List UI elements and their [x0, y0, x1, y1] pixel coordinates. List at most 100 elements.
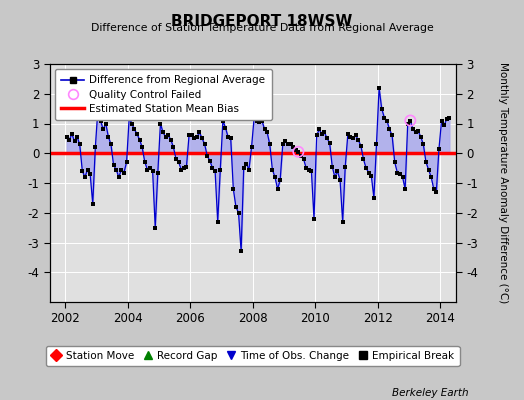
Point: [115, 174, 123, 180]
Point: [125, 114, 134, 121]
Point: [201, 141, 209, 148]
Point: [81, 174, 89, 180]
Point: [62, 134, 71, 140]
Point: [318, 131, 326, 137]
Point: [266, 141, 274, 148]
Point: [304, 166, 313, 173]
Point: [242, 160, 250, 167]
Point: [388, 132, 396, 138]
Point: [403, 120, 412, 127]
Point: [224, 134, 232, 140]
Point: [182, 164, 191, 170]
Point: [302, 165, 310, 171]
Point: [213, 218, 222, 225]
Point: [229, 186, 237, 192]
Point: [107, 141, 115, 148]
Point: [133, 131, 141, 137]
Point: [99, 126, 107, 133]
Point: [424, 166, 433, 173]
Point: [94, 106, 102, 112]
Point: [226, 135, 235, 142]
Point: [362, 165, 370, 171]
Point: [367, 172, 376, 179]
Point: [294, 148, 302, 155]
Point: [299, 156, 308, 162]
Point: [341, 164, 350, 170]
Point: [239, 165, 248, 171]
Point: [138, 144, 146, 150]
Point: [409, 126, 417, 133]
Point: [320, 129, 329, 136]
Point: [325, 140, 334, 146]
Point: [169, 144, 178, 150]
Point: [195, 129, 204, 136]
Point: [344, 131, 352, 137]
Point: [398, 174, 407, 180]
Point: [375, 85, 383, 91]
Point: [164, 132, 172, 138]
Point: [206, 158, 214, 164]
Point: [188, 132, 196, 138]
Point: [167, 137, 175, 143]
Point: [86, 171, 94, 177]
Point: [250, 114, 258, 121]
Text: Difference of Station Temperature Data from Regional Average: Difference of Station Temperature Data f…: [91, 23, 433, 33]
Point: [216, 166, 224, 173]
Point: [237, 248, 245, 255]
Point: [414, 128, 422, 134]
Point: [68, 131, 76, 137]
Point: [104, 134, 113, 140]
Point: [123, 159, 131, 165]
Point: [279, 141, 287, 148]
Point: [258, 117, 266, 124]
Point: [245, 166, 253, 173]
Point: [271, 174, 279, 180]
Point: [146, 165, 154, 171]
Point: [331, 174, 339, 180]
Point: [96, 117, 105, 124]
Legend: Station Move, Record Gap, Time of Obs. Change, Empirical Break: Station Move, Record Gap, Time of Obs. C…: [46, 346, 460, 366]
Point: [438, 117, 446, 124]
Point: [370, 195, 378, 201]
Point: [148, 168, 157, 174]
Point: [255, 119, 264, 125]
Point: [417, 134, 425, 140]
Point: [117, 166, 126, 173]
Point: [73, 134, 81, 140]
Point: [323, 135, 331, 142]
Point: [372, 141, 380, 148]
Point: [65, 137, 73, 143]
Point: [430, 186, 438, 192]
Point: [276, 177, 285, 183]
Point: [346, 134, 355, 140]
Point: [172, 156, 180, 162]
Point: [198, 135, 206, 142]
Point: [177, 166, 185, 173]
Point: [427, 174, 435, 180]
Point: [393, 169, 401, 176]
Point: [154, 169, 162, 176]
Point: [91, 144, 100, 150]
Point: [432, 189, 441, 195]
Point: [83, 166, 92, 173]
Point: [294, 148, 302, 155]
Point: [112, 166, 121, 173]
Point: [161, 134, 170, 140]
Point: [352, 132, 360, 138]
Point: [130, 126, 138, 133]
Point: [443, 116, 451, 122]
Point: [127, 120, 136, 127]
Point: [102, 120, 110, 127]
Point: [440, 122, 449, 128]
Point: [140, 159, 149, 165]
Point: [406, 117, 414, 124]
Point: [287, 141, 295, 148]
Point: [70, 138, 79, 144]
Point: [422, 159, 430, 165]
Point: [253, 117, 261, 124]
Point: [135, 137, 144, 143]
Point: [310, 216, 318, 222]
Point: [307, 168, 315, 174]
Point: [419, 141, 428, 148]
Text: BRIDGEPORT 18WSW: BRIDGEPORT 18WSW: [171, 14, 353, 29]
